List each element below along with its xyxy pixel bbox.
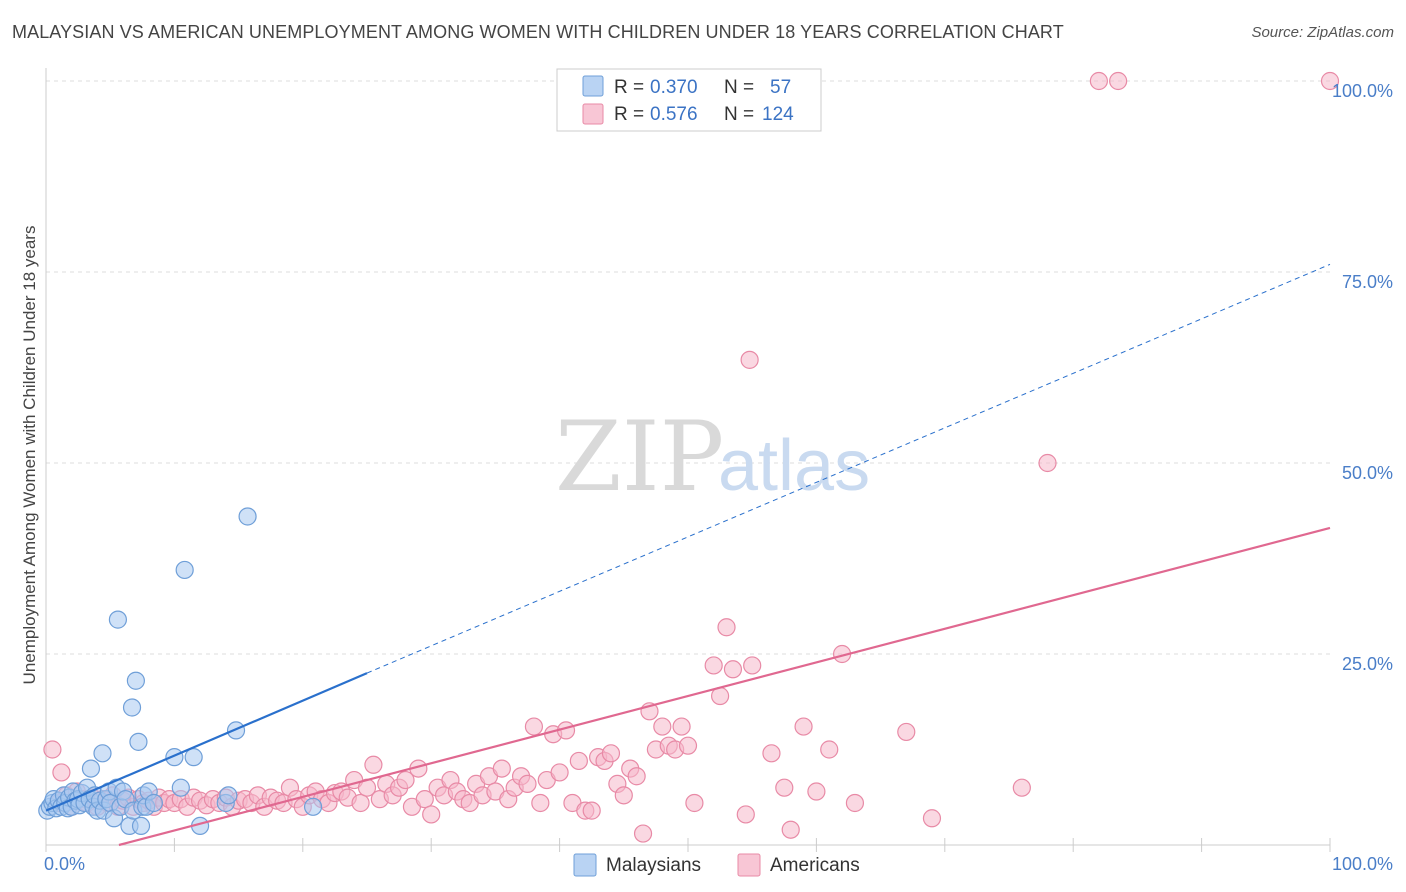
americans-point-80	[524, 717, 544, 736]
malaysians-point-55	[238, 507, 257, 526]
bottom-legend: Malaysians Americans	[573, 853, 860, 877]
watermark-atlas: atlas	[718, 426, 870, 506]
grid	[46, 80, 1330, 655]
americans-point-81	[531, 793, 550, 813]
americans-point-0	[43, 740, 62, 759]
americans-point-126	[1109, 71, 1128, 91]
legend-r-label-1: R =	[614, 77, 644, 98]
x-tick-label-1: 100.0%	[1332, 854, 1393, 874]
americans-point-114	[775, 778, 794, 797]
americans-point-106	[704, 656, 723, 675]
malaysians-point-40	[129, 732, 148, 751]
americans-point-94	[614, 786, 633, 805]
americans-point-118	[820, 740, 839, 759]
americans-point-122	[922, 809, 942, 828]
malaysians-point-25	[93, 744, 112, 763]
malaysians-trend-dashed	[366, 263, 1331, 674]
malaysians-point-49	[175, 560, 194, 580]
legend-r-label-2: R =	[614, 104, 644, 125]
malaysians-point-48	[171, 778, 190, 797]
americans-point-113	[762, 744, 781, 763]
y-axis-label: Unemployment Among Women with Children U…	[20, 226, 39, 685]
y-tick-label-1: 50.0%	[1342, 463, 1393, 483]
americans-point-63	[415, 790, 434, 809]
legend-swatch-malaysians	[582, 75, 604, 97]
malaysians-point-53	[219, 786, 238, 805]
legend-swatch-americans	[582, 103, 604, 125]
y-tick-label-2: 75.0%	[1342, 272, 1393, 292]
y-tick-labels: 25.0% 50.0% 75.0% 100.0%	[1332, 81, 1393, 674]
malaysians-point-39	[126, 671, 145, 690]
bottom-legend-americans: Americans	[770, 855, 860, 876]
americans-trend	[118, 526, 1331, 847]
malaysians-point-56	[303, 797, 323, 816]
americans-point-116	[794, 717, 813, 736]
americans-point-60	[396, 770, 415, 790]
bottom-legend-swatch-americans	[737, 853, 761, 877]
malaysians-trend-solid	[45, 672, 368, 812]
legend-n-label-1: N =	[724, 77, 754, 98]
americans-point-89	[582, 801, 601, 820]
malaysians-points	[38, 507, 323, 836]
chart-title: MALAYSIAN VS AMERICAN UNEMPLOYMENT AMONG…	[12, 22, 1064, 42]
americans-point-53	[351, 793, 370, 813]
americans-point-120	[845, 793, 865, 813]
americans-point-117	[807, 782, 826, 801]
americans-point-96	[627, 767, 646, 786]
americans-point-64	[422, 805, 441, 824]
x-tick-label-0: 0.0%	[44, 854, 85, 874]
legend-box: R = 0.370 N = 57 R = 0.576 N = 124	[556, 68, 822, 132]
americans-point-103	[672, 717, 691, 736]
americans-point-79	[518, 774, 537, 793]
americans-point-75	[492, 759, 511, 778]
americans-point-110	[736, 805, 755, 824]
malaysians-point-32	[108, 610, 128, 629]
source-label: Source: ZipAtlas.com	[1251, 24, 1394, 41]
legend-n-value-1: 57	[770, 77, 791, 98]
bottom-legend-swatch-malaysians	[573, 853, 597, 877]
americans-point-84	[550, 763, 569, 782]
malaysians-point-37	[122, 698, 142, 717]
y-tick-label-3: 100.0%	[1332, 81, 1393, 101]
malaysians-point-20	[81, 759, 101, 778]
americans-point-2	[52, 763, 71, 782]
legend-r-value-1: 0.370	[650, 77, 698, 98]
americans-point-124	[1038, 453, 1057, 473]
watermark: ZIP atlas	[555, 401, 870, 513]
y-tick-label-0: 25.0%	[1342, 654, 1393, 674]
americans-point-125	[1089, 71, 1108, 91]
americans-point-105	[685, 793, 704, 813]
americans-point-97	[633, 824, 653, 843]
americans-point-121	[897, 722, 916, 742]
americans-point-112	[743, 656, 762, 675]
x-tick-labels: 0.0% 100.0%	[44, 854, 1393, 874]
americans-point-115	[781, 820, 800, 839]
americans-point-100	[653, 717, 672, 736]
americans-point-123	[1012, 778, 1031, 797]
americans-point-104	[678, 736, 698, 755]
malaysians-point-46	[144, 793, 163, 813]
bottom-legend-malaysians: Malaysians	[606, 855, 701, 876]
americans-point-108	[717, 618, 736, 637]
trend-lines	[45, 263, 1331, 847]
americans-point-92	[601, 744, 621, 763]
axes	[45, 68, 1331, 852]
legend-n-value-2: 124	[762, 104, 794, 125]
americans-point-111	[740, 350, 759, 369]
americans-point-109	[723, 660, 743, 679]
americans-point-87	[569, 751, 588, 771]
americans-point-55	[364, 755, 383, 774]
legend-r-value-2: 0.576	[650, 104, 698, 125]
malaysians-point-41	[131, 816, 151, 836]
legend-n-label-2: N =	[724, 104, 754, 125]
watermark-zip: ZIP	[555, 401, 724, 513]
malaysians-point-50	[184, 748, 203, 767]
americans-point-127	[1320, 71, 1340, 91]
